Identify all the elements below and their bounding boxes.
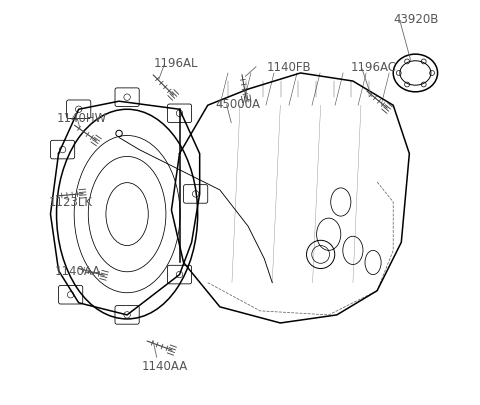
Text: 1140AA: 1140AA [55, 264, 101, 277]
Text: 1140AA: 1140AA [141, 359, 188, 372]
Text: 43920B: 43920B [393, 13, 439, 26]
Text: 1140HW: 1140HW [57, 111, 107, 124]
Text: 1196AC: 1196AC [351, 61, 397, 74]
Text: 1123LK: 1123LK [48, 196, 93, 209]
Text: 45000A: 45000A [216, 98, 261, 111]
Text: 1196AL: 1196AL [153, 57, 198, 70]
Text: 1140FB: 1140FB [266, 61, 311, 74]
